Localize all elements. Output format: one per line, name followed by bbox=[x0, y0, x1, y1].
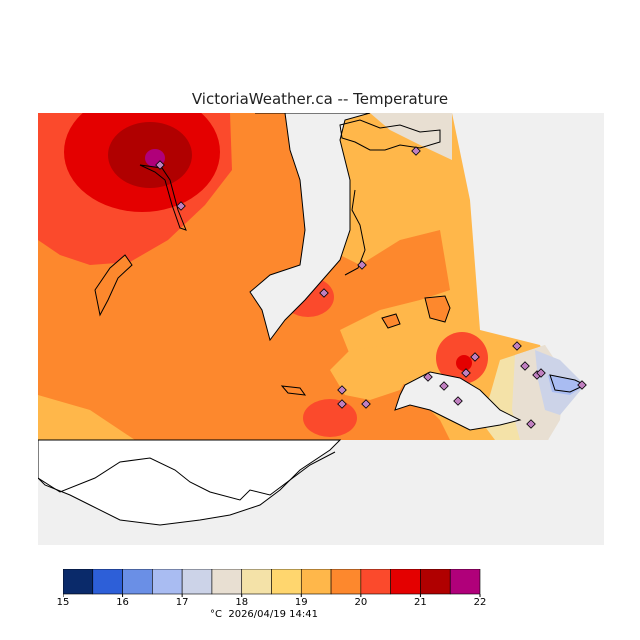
station-marker bbox=[337, 385, 347, 395]
station-marker bbox=[461, 368, 471, 378]
legend-tick-label: 16 bbox=[116, 597, 129, 608]
legend-bin bbox=[360, 569, 391, 595]
coastline-east-peninsula bbox=[339, 119, 441, 151]
legend-bins bbox=[63, 569, 481, 595]
station-marker bbox=[526, 419, 536, 429]
legend-bin bbox=[241, 569, 272, 595]
station-marker bbox=[453, 396, 463, 406]
coastline-islet-small bbox=[424, 295, 451, 323]
legend-tick-label: 15 bbox=[56, 597, 70, 608]
unit-label: °C bbox=[210, 609, 222, 620]
legend-colorbar bbox=[63, 569, 481, 597]
legend-tick-label: 17 bbox=[175, 597, 189, 608]
station-marker bbox=[577, 380, 587, 390]
station-marker bbox=[470, 352, 480, 362]
legend-bin bbox=[181, 569, 213, 595]
legend-tick-label: 19 bbox=[294, 597, 308, 608]
temperature-band-southwest bbox=[38, 395, 135, 440]
legend-tick-marks bbox=[63, 594, 481, 597]
legend-tick-label: 18 bbox=[235, 597, 249, 608]
station-marker bbox=[512, 341, 522, 351]
legend-bin bbox=[390, 569, 421, 595]
legend-bin bbox=[271, 569, 302, 595]
legend-bin bbox=[152, 569, 183, 595]
legend-tick-label: 20 bbox=[354, 597, 368, 608]
station-marker bbox=[439, 381, 449, 391]
coastline-islet-small-2 bbox=[381, 313, 401, 329]
legend-bin bbox=[211, 569, 243, 595]
station-marker bbox=[361, 399, 371, 409]
station-marker bbox=[319, 288, 329, 298]
station-marker bbox=[520, 361, 530, 371]
coastline-north-islet bbox=[139, 164, 187, 231]
coastline-west-island bbox=[94, 254, 133, 317]
southern-land-edge bbox=[38, 451, 336, 501]
legend-bin bbox=[63, 569, 94, 595]
temperature-band-warm-spot-2 bbox=[303, 399, 357, 437]
legend-bin bbox=[330, 569, 362, 595]
station-marker bbox=[337, 399, 347, 409]
coastline-islet-small-3 bbox=[280, 385, 307, 396]
station-marker bbox=[423, 372, 433, 382]
legend-bin bbox=[300, 569, 332, 595]
legend-tick-label: 21 bbox=[414, 597, 427, 608]
water-inlet-north bbox=[249, 113, 371, 342]
legend-tick-label: 22 bbox=[473, 597, 487, 608]
legend-bin bbox=[449, 569, 481, 595]
station-marker bbox=[155, 160, 165, 170]
station-marker bbox=[357, 260, 367, 270]
map-title: VictoriaWeather.ca -- Temperature bbox=[191, 90, 449, 108]
coastline-east-point bbox=[549, 374, 587, 393]
legend-bin bbox=[420, 569, 451, 595]
coastline-east-shore bbox=[344, 189, 366, 276]
temperature-band-central bbox=[330, 345, 415, 400]
map-footer: °C 2026/04/19 14:41 bbox=[210, 609, 318, 620]
legend-bin bbox=[92, 569, 123, 595]
station-markers bbox=[155, 146, 587, 429]
temperature-band-north-cap bbox=[370, 113, 452, 160]
temperature-map bbox=[38, 113, 604, 545]
legend-bin bbox=[122, 569, 153, 595]
timestamp: 2026/04/19 14:41 bbox=[228, 609, 318, 620]
station-marker bbox=[536, 368, 546, 378]
station-marker bbox=[176, 201, 186, 211]
temperature-band-hot-spot bbox=[456, 355, 472, 371]
station-marker bbox=[411, 146, 421, 156]
